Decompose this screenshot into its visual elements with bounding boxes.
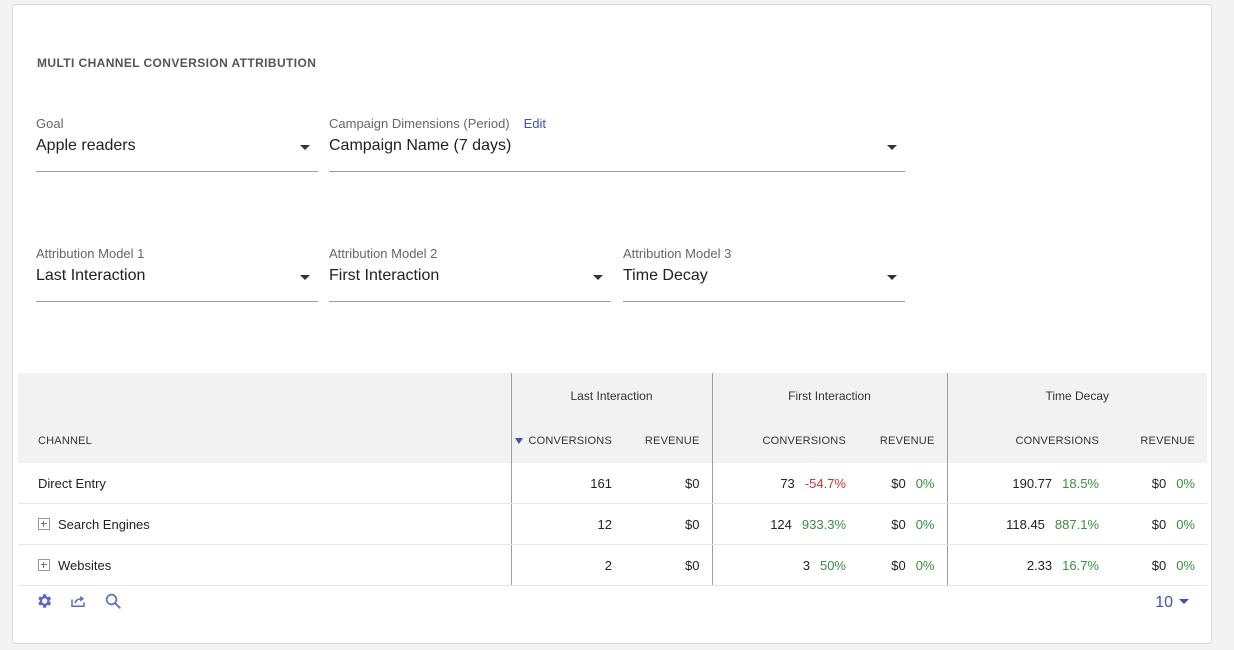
goal-select[interactable]: Apple readers <box>36 135 318 172</box>
group-header-time-decay: Time Decay <box>946 373 1207 419</box>
group-header-last-interaction: Last Interaction <box>510 373 712 419</box>
search-icon[interactable] <box>104 592 122 615</box>
m3-conversions-cell: 118.45 887.1% <box>946 503 1111 545</box>
group-header-row: Last Interaction First Interaction Time … <box>18 373 1207 419</box>
attribution-widget: MULTI CHANNEL CONVERSION ATTRIBUTION Goa… <box>12 4 1212 644</box>
goal-field: Goal Apple readers <box>36 116 318 178</box>
chevron-down-icon <box>887 275 897 280</box>
export-icon[interactable] <box>69 592 87 615</box>
campaign-value: Campaign Name (7 days) <box>329 137 512 154</box>
m2-conversions-cell: 124 933.3% <box>711 503 858 545</box>
chevron-down-icon <box>887 145 897 150</box>
m3-revenue-cell: $0 0% <box>1111 544 1207 586</box>
m1-conversions-header[interactable]: CONVERSIONS <box>510 419 624 463</box>
channel-cell: Websites <box>18 544 511 586</box>
m2-revenue-header[interactable]: REVENUE <box>858 419 947 463</box>
widget-title: MULTI CHANNEL CONVERSION ATTRIBUTION <box>37 56 317 70</box>
m3-revenue-header[interactable]: REVENUE <box>1111 419 1207 463</box>
table-row[interactable]: Direct Entry 161 $0 73 -54.7% $0 0% 190.77… <box>18 463 1207 504</box>
attribution-table: Last Interaction First Interaction Time … <box>18 373 1207 586</box>
gear-icon[interactable] <box>35 592 53 615</box>
model1-field: Attribution Model 1 Last Interaction <box>36 246 318 308</box>
group-header-first-interaction: First Interaction <box>711 373 947 419</box>
m1-conversions-cell: 12 <box>510 503 624 545</box>
m2-revenue-cell: $0 0% <box>858 544 947 586</box>
model2-label: Attribution Model 2 <box>329 246 438 261</box>
chevron-down-icon <box>300 275 310 280</box>
model1-select[interactable]: Last Interaction <box>36 265 318 302</box>
change-value: 0% <box>915 475 935 491</box>
change-value: 16.7% <box>1062 557 1099 573</box>
m2-revenue-cell: $0 0% <box>858 463 947 504</box>
model3-field: Attribution Model 3 Time Decay <box>623 246 905 308</box>
row-limit-select[interactable]: 10 <box>1155 594 1189 612</box>
change-value: 0% <box>1176 516 1195 532</box>
m3-revenue-cell: $0 0% <box>1111 463 1207 504</box>
footer-toolbar <box>35 592 134 615</box>
change-value: -54.7% <box>804 475 846 491</box>
edit-campaign-link[interactable]: Edit <box>523 116 547 131</box>
change-value: 0% <box>1176 475 1195 491</box>
change-value: 50% <box>819 557 846 573</box>
model2-value: First Interaction <box>329 267 440 284</box>
m2-conversions-cell: 73 -54.7% <box>711 463 858 504</box>
campaign-label: Campaign Dimensions (Period) <box>329 116 510 131</box>
m1-revenue-header[interactable]: REVENUE <box>624 419 712 463</box>
change-value: 0% <box>1176 557 1195 573</box>
model1-value: Last Interaction <box>36 267 146 284</box>
model1-label: Attribution Model 1 <box>36 246 145 261</box>
change-value: 887.1% <box>1054 516 1099 532</box>
m2-revenue-cell: $0 0% <box>858 503 947 545</box>
model3-select[interactable]: Time Decay <box>623 265 905 302</box>
m1-revenue-cell: $0 <box>624 544 712 586</box>
campaign-field: Campaign Dimensions (Period) Edit Campaig… <box>329 116 905 178</box>
model2-select[interactable]: First Interaction <box>329 265 611 302</box>
change-value: 0% <box>915 557 935 573</box>
expand-icon[interactable] <box>38 558 50 571</box>
m2-conversions-cell: 3 50% <box>711 544 858 586</box>
campaign-select[interactable]: Campaign Name (7 days) <box>329 135 905 172</box>
m2-conversions-header[interactable]: CONVERSIONS <box>711 419 858 463</box>
m1-conversions-cell: 2 <box>510 544 624 586</box>
chevron-down-icon <box>300 145 310 150</box>
goal-label: Goal <box>36 116 64 131</box>
empty-header <box>18 373 511 419</box>
m3-conversions-cell: 2.33 16.7% <box>946 544 1111 586</box>
channel-header[interactable]: CHANNEL <box>18 419 511 463</box>
chevron-down-icon <box>1179 599 1189 604</box>
model3-label: Attribution Model 3 <box>623 246 732 261</box>
expand-icon[interactable] <box>38 517 50 530</box>
chevron-down-icon <box>593 275 603 280</box>
channel-cell: Search Engines <box>18 503 511 545</box>
change-value: 933.3% <box>801 516 846 532</box>
table-row[interactable]: Websites 2 $0 3 50% $0 0% 2.33 16.7% $0 0% <box>18 544 1207 586</box>
m3-conversions-cell: 190.77 18.5% <box>946 463 1111 504</box>
sort-desc-icon <box>514 438 523 445</box>
m3-revenue-cell: $0 0% <box>1111 503 1207 545</box>
m3-conversions-header[interactable]: CONVERSIONS <box>946 419 1111 463</box>
m1-conversions-cell: 161 <box>510 463 624 504</box>
channel-cell: Direct Entry <box>18 463 511 504</box>
row-limit-value: 10 <box>1155 594 1173 611</box>
model3-value: Time Decay <box>623 267 708 284</box>
goal-value: Apple readers <box>36 137 136 154</box>
model2-field: Attribution Model 2 First Interaction <box>329 246 611 308</box>
change-value: 0% <box>915 516 935 532</box>
column-header-row: CHANNEL CONVERSIONS REVENUE CONVERSIONS … <box>18 419 1207 463</box>
m1-revenue-cell: $0 <box>624 463 712 504</box>
table-row[interactable]: Search Engines 12 $0 124 933.3% $0 0% 118.… <box>18 503 1207 545</box>
change-value: 18.5% <box>1062 475 1099 491</box>
m1-revenue-cell: $0 <box>624 503 712 545</box>
